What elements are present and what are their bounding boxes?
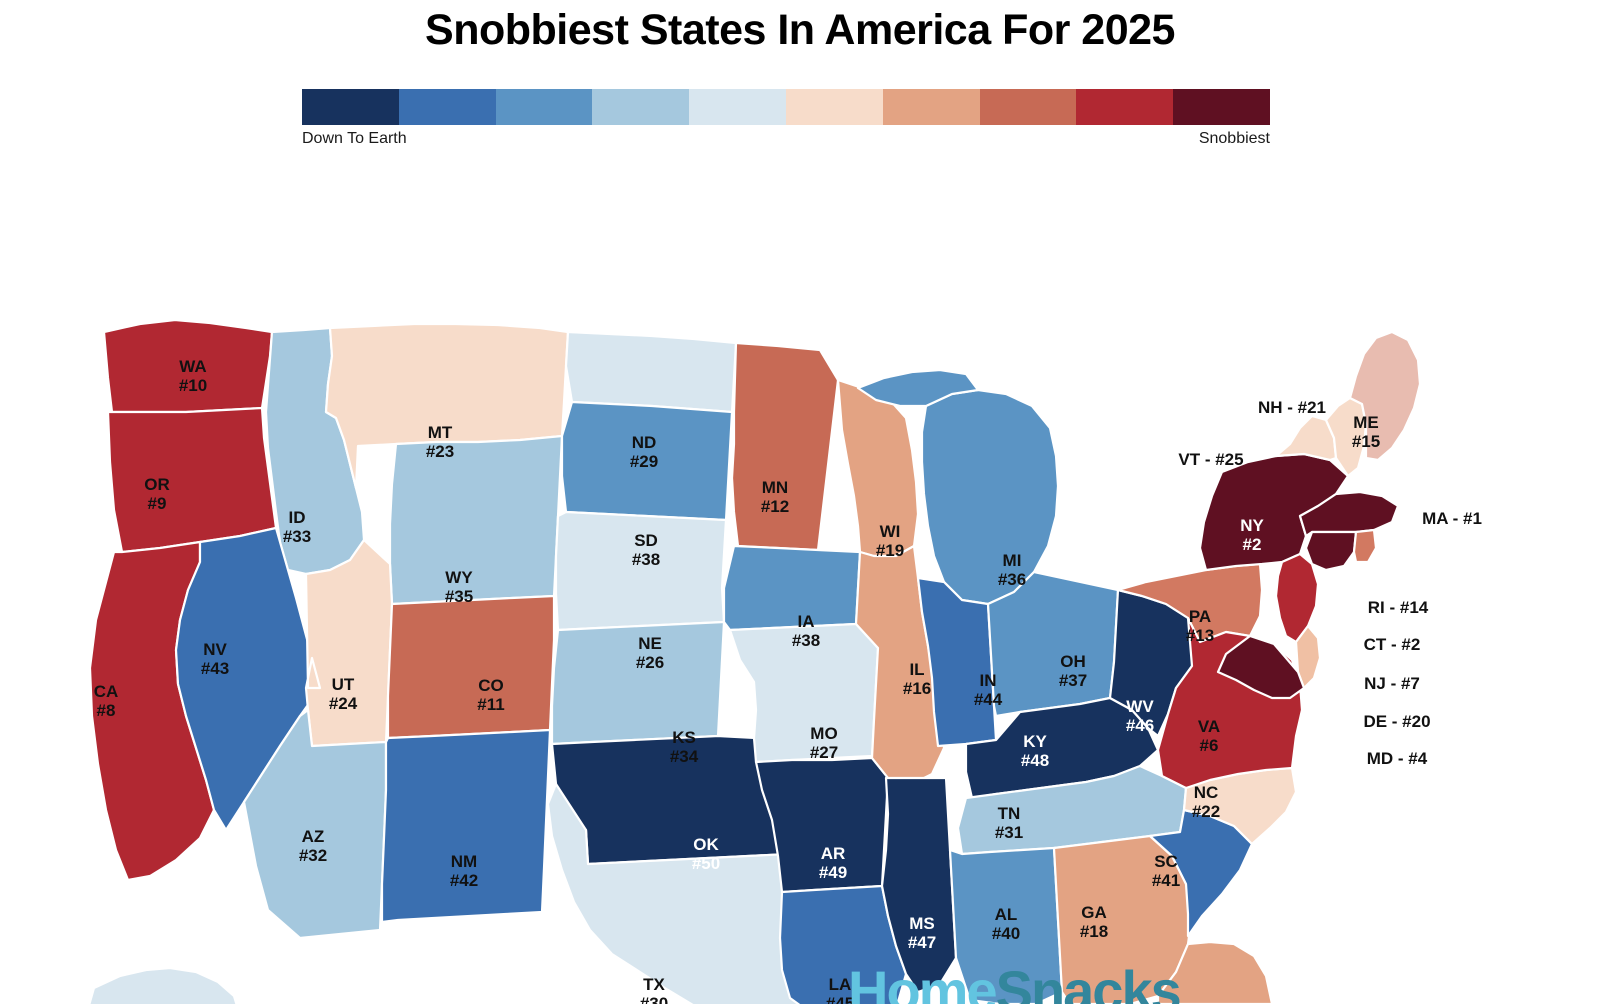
us-map-svg bbox=[84, 318, 1422, 1004]
watermark-part-two: Snacks bbox=[995, 959, 1180, 1004]
state-nm[interactable] bbox=[380, 728, 552, 924]
state-md[interactable] bbox=[1216, 634, 1306, 700]
state-pa[interactable] bbox=[1116, 562, 1264, 644]
watermark-part-one: Home bbox=[848, 959, 998, 1004]
state-me[interactable] bbox=[1348, 330, 1422, 462]
state-la[interactable] bbox=[778, 884, 908, 1004]
legend-high-label: Snobbiest bbox=[1198, 130, 1270, 147]
state-ri[interactable] bbox=[1352, 528, 1378, 564]
side-callout-nj: NJ - #7 bbox=[1364, 674, 1420, 693]
side-callout-md: MD - #4 bbox=[1366, 749, 1428, 768]
legend-low-label: Down To Earth bbox=[302, 130, 407, 147]
state-ut[interactable] bbox=[304, 538, 394, 748]
state-al[interactable] bbox=[948, 846, 1064, 1004]
side-callout-ri: RI - #14 bbox=[1367, 598, 1429, 617]
side-callout-de: DE - #20 bbox=[1363, 712, 1431, 731]
state-nd[interactable] bbox=[564, 330, 738, 414]
state-or[interactable] bbox=[106, 406, 278, 554]
state-sd[interactable] bbox=[560, 400, 734, 522]
state-ak[interactable] bbox=[84, 966, 240, 1004]
legend-swatch-8 bbox=[1076, 89, 1174, 125]
state-fl[interactable] bbox=[1156, 940, 1274, 1004]
legend-swatch-4 bbox=[689, 89, 786, 125]
legend-swatch-5 bbox=[785, 89, 883, 125]
legend-gradient-bar bbox=[302, 89, 1270, 125]
state-il[interactable] bbox=[854, 544, 946, 786]
legend-swatch-6 bbox=[882, 89, 980, 125]
state-tx[interactable] bbox=[546, 782, 814, 1004]
legend-swatch-9 bbox=[1173, 89, 1270, 125]
legend-swatch-0 bbox=[302, 89, 399, 125]
state-ct[interactable] bbox=[1304, 530, 1358, 572]
side-callout-nh: NH - #21 bbox=[1257, 398, 1327, 417]
legend-swatch-3 bbox=[592, 89, 690, 125]
state-ne[interactable] bbox=[554, 510, 728, 632]
homesnacks-watermark: HomeSnacks bbox=[848, 958, 1180, 1004]
side-callout-vt: VT - #25 bbox=[1178, 450, 1244, 469]
state-ia[interactable] bbox=[722, 544, 862, 632]
state-nh[interactable] bbox=[1324, 396, 1368, 478]
page-title: Snobbiest States In America For 2025 bbox=[425, 6, 1175, 54]
side-callout-ma: MA - #1 bbox=[1422, 509, 1482, 528]
state-wa[interactable] bbox=[102, 318, 274, 414]
state-wy[interactable] bbox=[388, 434, 564, 606]
color-legend bbox=[302, 89, 1270, 125]
state-mo[interactable] bbox=[728, 622, 880, 764]
legend-swatch-1 bbox=[398, 89, 496, 125]
us-choropleth-map: WA #10 OR #9 CA #8 ID #33 NV #43 MT #23 WY #35 UT #24 AZ… bbox=[0, 150, 1600, 1004]
state-ks[interactable] bbox=[550, 620, 726, 746]
state-mi[interactable] bbox=[856, 368, 980, 408]
state-mn[interactable] bbox=[730, 341, 840, 552]
state-co[interactable] bbox=[386, 594, 556, 740]
side-callout-ct: CT - #2 bbox=[1363, 635, 1421, 654]
legend-swatch-2 bbox=[495, 89, 593, 125]
legend-swatch-7 bbox=[979, 89, 1077, 125]
